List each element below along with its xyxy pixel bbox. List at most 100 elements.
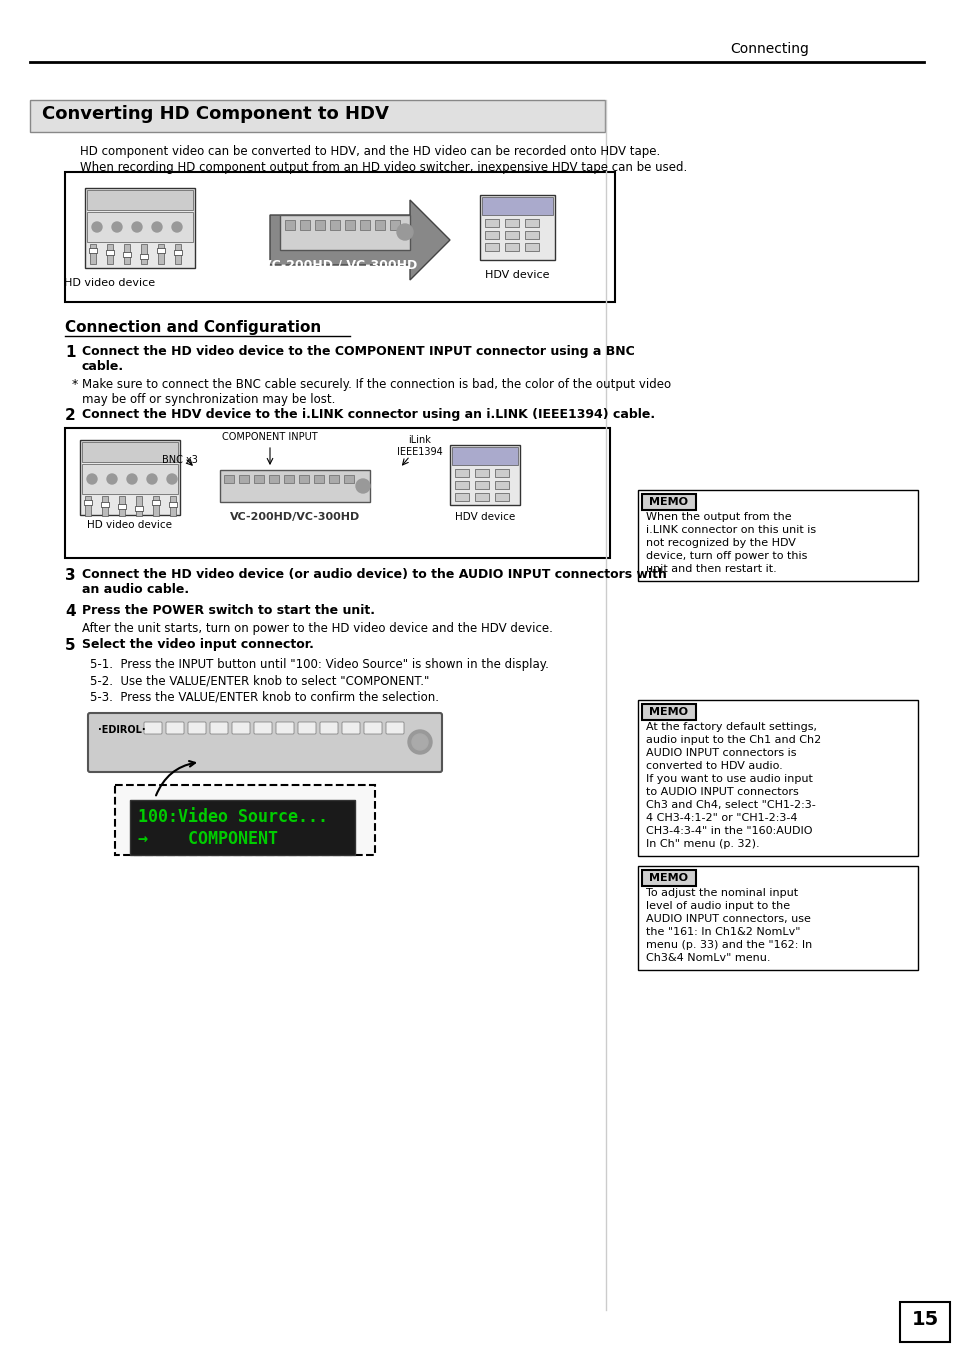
FancyBboxPatch shape xyxy=(253,476,264,484)
FancyBboxPatch shape xyxy=(224,476,233,484)
FancyBboxPatch shape xyxy=(899,1302,949,1342)
Text: 4: 4 xyxy=(65,604,75,619)
Circle shape xyxy=(127,474,137,484)
Text: When the output from the: When the output from the xyxy=(645,512,791,521)
Text: level of audio input to the: level of audio input to the xyxy=(645,901,789,911)
FancyBboxPatch shape xyxy=(220,470,370,503)
FancyBboxPatch shape xyxy=(158,245,164,263)
FancyBboxPatch shape xyxy=(524,243,538,251)
FancyBboxPatch shape xyxy=(638,866,917,970)
Circle shape xyxy=(132,222,142,232)
FancyBboxPatch shape xyxy=(341,721,359,734)
FancyBboxPatch shape xyxy=(87,212,193,242)
FancyBboxPatch shape xyxy=(30,100,604,132)
FancyBboxPatch shape xyxy=(481,197,553,215)
Text: HDV device: HDV device xyxy=(484,270,549,280)
FancyBboxPatch shape xyxy=(89,249,97,253)
Text: Connect the HDV device to the i.LINK connector using an i.LINK (IEEE1394) cable.: Connect the HDV device to the i.LINK con… xyxy=(82,408,655,422)
Circle shape xyxy=(107,474,117,484)
Text: 15: 15 xyxy=(910,1310,938,1329)
FancyBboxPatch shape xyxy=(450,444,519,505)
FancyBboxPatch shape xyxy=(87,190,193,209)
FancyBboxPatch shape xyxy=(455,493,469,501)
FancyBboxPatch shape xyxy=(314,476,324,484)
Text: ·EDIROL·: ·EDIROL· xyxy=(98,725,146,735)
Circle shape xyxy=(112,222,122,232)
FancyBboxPatch shape xyxy=(484,219,498,227)
Text: Make sure to connect the BNC cable securely. If the connection is bad, the color: Make sure to connect the BNC cable secur… xyxy=(82,378,670,407)
Text: HD video device: HD video device xyxy=(88,520,172,530)
Text: 5-3.  Press the VALUE/ENTER knob to confirm the selection.: 5-3. Press the VALUE/ENTER knob to confi… xyxy=(90,690,438,703)
FancyBboxPatch shape xyxy=(253,721,272,734)
FancyBboxPatch shape xyxy=(345,220,355,230)
Text: not recognized by the HDV: not recognized by the HDV xyxy=(645,538,795,549)
Text: AUDIO INPUT connectors is: AUDIO INPUT connectors is xyxy=(645,748,796,758)
FancyBboxPatch shape xyxy=(88,713,441,771)
Text: HDV device: HDV device xyxy=(455,512,515,521)
FancyBboxPatch shape xyxy=(130,800,355,855)
Text: 5: 5 xyxy=(65,638,75,653)
FancyBboxPatch shape xyxy=(455,481,469,489)
Text: COMPONENT INPUT: COMPONENT INPUT xyxy=(222,432,317,442)
FancyBboxPatch shape xyxy=(319,721,337,734)
FancyBboxPatch shape xyxy=(152,500,160,505)
FancyBboxPatch shape xyxy=(495,469,509,477)
Text: Connection and Configuration: Connection and Configuration xyxy=(65,320,321,335)
FancyBboxPatch shape xyxy=(359,220,370,230)
Text: To adjust the nominal input: To adjust the nominal input xyxy=(645,888,798,898)
FancyBboxPatch shape xyxy=(136,496,142,516)
FancyBboxPatch shape xyxy=(141,245,147,263)
FancyBboxPatch shape xyxy=(152,496,159,516)
Text: IEEE1394: IEEE1394 xyxy=(396,447,442,457)
FancyBboxPatch shape xyxy=(232,721,250,734)
Text: 100:Video Source...: 100:Video Source... xyxy=(138,808,328,825)
Text: 5-2.  Use the VALUE/ENTER knob to select "COMPONENT.": 5-2. Use the VALUE/ENTER knob to select … xyxy=(90,674,429,688)
Text: 5-1.  Press the INPUT button until "100: Video Source" is shown in the display.: 5-1. Press the INPUT button until "100: … xyxy=(90,658,548,671)
FancyBboxPatch shape xyxy=(80,440,180,515)
Text: unit and then restart it.: unit and then restart it. xyxy=(645,563,776,574)
FancyBboxPatch shape xyxy=(166,721,184,734)
FancyBboxPatch shape xyxy=(82,463,178,494)
FancyBboxPatch shape xyxy=(144,721,162,734)
Text: i.LINK connector on this unit is: i.LINK connector on this unit is xyxy=(645,526,815,535)
FancyBboxPatch shape xyxy=(475,469,489,477)
Text: In Ch" menu (p. 32).: In Ch" menu (p. 32). xyxy=(645,839,759,848)
Circle shape xyxy=(396,224,413,240)
Text: 1: 1 xyxy=(65,345,75,359)
FancyBboxPatch shape xyxy=(484,231,498,239)
Text: If you want to use audio input: If you want to use audio input xyxy=(645,774,812,784)
Circle shape xyxy=(91,222,102,232)
Text: Press the POWER switch to start the unit.: Press the POWER switch to start the unit… xyxy=(82,604,375,617)
Text: →    COMPONENT: → COMPONENT xyxy=(138,830,277,848)
Circle shape xyxy=(87,474,97,484)
FancyBboxPatch shape xyxy=(188,721,206,734)
FancyBboxPatch shape xyxy=(90,245,96,263)
FancyBboxPatch shape xyxy=(375,220,385,230)
FancyBboxPatch shape xyxy=(638,490,917,581)
Text: audio input to the Ch1 and Ch2: audio input to the Ch1 and Ch2 xyxy=(645,735,821,744)
FancyBboxPatch shape xyxy=(280,215,410,250)
Text: the "161: In Ch1&2 NomLv": the "161: In Ch1&2 NomLv" xyxy=(645,927,800,938)
FancyBboxPatch shape xyxy=(102,496,108,516)
FancyBboxPatch shape xyxy=(140,254,148,259)
FancyBboxPatch shape xyxy=(84,500,91,505)
FancyBboxPatch shape xyxy=(299,220,310,230)
FancyBboxPatch shape xyxy=(115,785,375,855)
FancyBboxPatch shape xyxy=(484,243,498,251)
Circle shape xyxy=(167,474,177,484)
Text: Converting HD Component to HDV: Converting HD Component to HDV xyxy=(42,105,389,123)
FancyBboxPatch shape xyxy=(65,172,615,303)
FancyBboxPatch shape xyxy=(285,220,294,230)
Text: At the factory default settings,: At the factory default settings, xyxy=(645,721,816,732)
FancyBboxPatch shape xyxy=(364,721,381,734)
Text: AUDIO INPUT connectors, use: AUDIO INPUT connectors, use xyxy=(645,915,810,924)
Text: Select the video input connector.: Select the video input connector. xyxy=(82,638,314,651)
Text: After the unit starts, turn on power to the HD video device and the HDV device.: After the unit starts, turn on power to … xyxy=(82,621,553,635)
Circle shape xyxy=(147,474,157,484)
Text: MEMO: MEMO xyxy=(649,707,688,717)
FancyBboxPatch shape xyxy=(174,245,181,263)
Circle shape xyxy=(355,480,370,493)
FancyBboxPatch shape xyxy=(65,428,609,558)
Text: CH3-4:3-4" in the "160:AUDIO: CH3-4:3-4" in the "160:AUDIO xyxy=(645,825,812,836)
Text: Connect the HD video device (or audio device) to the AUDIO INPUT connectors with: Connect the HD video device (or audio de… xyxy=(82,567,666,596)
